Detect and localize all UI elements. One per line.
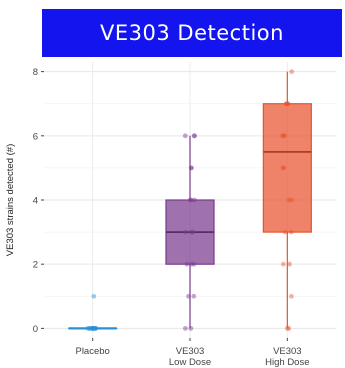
data-point [90,325,96,331]
data-point [91,293,97,299]
title-banner: VE303 Detection [42,9,342,57]
data-point [92,325,98,331]
data-point [191,293,197,299]
data-point [183,229,189,235]
data-point [286,197,292,203]
data-point [191,261,197,267]
data-point [285,325,290,331]
y-tick-label: 0 [33,324,38,335]
x-tick-label-line2: Low Dose [169,357,211,368]
data-points [85,69,295,331]
data-point [288,229,294,235]
data-point [182,133,188,139]
data-point [192,197,197,203]
data-point [280,165,286,171]
data-point [289,293,294,299]
data-point [89,325,95,331]
x-tick-label: VE303 [273,346,302,357]
data-point [182,325,188,331]
data-point [189,229,195,235]
data-point [93,325,99,331]
y-tick-label: 8 [33,67,38,78]
boxes [68,71,312,330]
y-tick-label: 6 [33,131,38,142]
data-point [281,165,287,171]
data-point [91,325,96,331]
data-point [280,133,286,139]
y-tick-label: 2 [33,260,38,271]
data-point [184,261,190,267]
data-point [280,261,286,267]
chart-title: VE303 Detection [100,21,284,45]
data-point [87,325,93,331]
data-point [284,101,289,107]
data-point [285,101,291,107]
data-point [282,133,288,139]
data-point [287,261,292,267]
y-axis-title: VE303 strains detected (#) [5,144,16,256]
iqr-box [262,103,312,233]
data-point [188,165,194,171]
x-tick-label: Placebo [75,346,109,357]
data-point [90,325,96,331]
data-point [284,101,289,107]
data-point [189,261,194,267]
y-axis: 0 2 4 6 8 [33,67,288,341]
data-point [92,325,98,331]
data-point [192,133,198,139]
data-point [289,197,294,203]
data-point [87,325,92,331]
data-point [90,325,96,331]
data-point [188,165,194,171]
data-point [90,325,96,331]
x-tick-label-line2: High Dose [265,357,309,368]
data-point [186,293,191,299]
data-point [190,229,195,235]
data-point [188,197,194,203]
y-tick-label: 4 [33,196,38,207]
data-point [188,197,193,203]
data-point [289,69,295,75]
data-point [191,133,197,139]
data-point [85,325,91,331]
x-tick-label: VE303 [176,346,205,357]
data-point [282,229,288,235]
data-point [188,325,194,331]
data-point [280,133,286,139]
data-point [286,325,292,331]
data-point [285,101,291,107]
